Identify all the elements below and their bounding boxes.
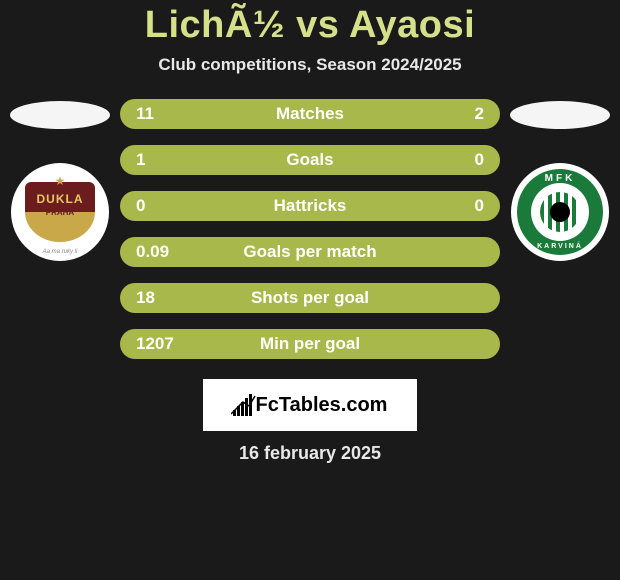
right-ellipse-shape [510, 101, 610, 129]
stat-left-value: 1207 [136, 334, 174, 354]
dukla-motto: Aa ma ruky li [43, 249, 78, 255]
stat-label: Shots per goal [251, 288, 369, 308]
karvina-badge: MFK KARVINÁ [511, 163, 609, 261]
comparison-card: LichÃ½ vs Ayaosi Club competitions, Seas… [0, 0, 620, 464]
stat-right-value: 0 [475, 150, 484, 170]
stat-left-value: 0 [136, 196, 145, 216]
left-team-column: ★ DUKLA PRAHA Aa ma ruky li [0, 99, 120, 261]
stat-left-value: 0.09 [136, 242, 169, 262]
watermark-text: FcTables.com [256, 394, 388, 417]
dukla-shield: ★ DUKLA PRAHA [25, 182, 95, 242]
fctables-chart-icon [233, 394, 252, 416]
page-title: LichÃ½ vs Ayaosi [0, 4, 620, 47]
stat-right-value: 0 [475, 196, 484, 216]
stat-label: Hattricks [274, 196, 347, 216]
stat-left-value: 18 [136, 288, 155, 308]
page-subtitle: Club competitions, Season 2024/2025 [0, 55, 620, 75]
dukla-badge: ★ DUKLA PRAHA Aa ma ruky li [11, 163, 109, 261]
karvina-inner [531, 183, 589, 241]
stat-label: Goals [286, 150, 333, 170]
stat-label: Min per goal [260, 334, 360, 354]
dukla-shield-sub: PRAHA [46, 208, 74, 217]
karvina-ring: MFK KARVINÁ [517, 169, 603, 255]
stat-left-value: 11 [136, 104, 154, 124]
watermark: FcTables.com [203, 379, 417, 431]
stat-row-min-per-goal: 1207 Min per goal [120, 329, 500, 359]
stat-row-shots-per-goal: 18 Shots per goal [120, 283, 500, 313]
stats-column: 11 Matches 2 1 Goals 0 0 Hattricks 0 0.0… [120, 99, 500, 359]
wm-trend-line [231, 394, 257, 416]
stat-row-matches: 11 Matches 2 [120, 99, 500, 129]
karvina-bottom-text: KARVINÁ [537, 243, 583, 250]
left-ellipse-shape [10, 101, 110, 129]
star-icon: ★ [55, 174, 66, 188]
stat-label: Matches [276, 104, 344, 124]
stat-row-goals: 1 Goals 0 [120, 145, 500, 175]
footer-date: 16 february 2025 [0, 443, 620, 464]
right-team-column: MFK KARVINÁ [500, 99, 620, 261]
stat-left-value: 1 [136, 150, 145, 170]
stat-label: Goals per match [243, 242, 376, 262]
ball-icon [550, 202, 570, 222]
stat-row-hattricks: 0 Hattricks 0 [120, 191, 500, 221]
karvina-stripes [540, 192, 580, 232]
dukla-shield-text: DUKLA [37, 192, 84, 206]
stat-right-value: 2 [475, 104, 484, 124]
main-row: ★ DUKLA PRAHA Aa ma ruky li 11 Matches 2… [0, 99, 620, 359]
stat-row-goals-per-match: 0.09 Goals per match [120, 237, 500, 267]
